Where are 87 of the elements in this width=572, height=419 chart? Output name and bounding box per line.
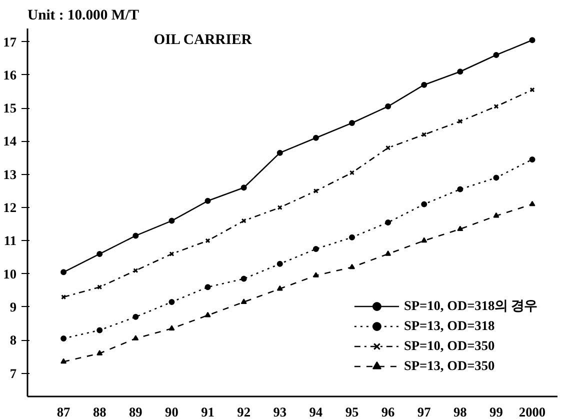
point [385, 250, 392, 256]
point [493, 212, 500, 218]
point [349, 170, 355, 176]
x-tick-label: 2000 [518, 404, 546, 419]
point [205, 238, 210, 244]
x-tick-label: 87 [56, 404, 71, 419]
point [529, 156, 536, 162]
point [60, 358, 67, 364]
point [348, 264, 355, 270]
point [132, 314, 139, 320]
point [421, 237, 428, 243]
legend-label: SP=13, OD=350 [404, 358, 495, 374]
y-tick-label: 11 [4, 233, 16, 248]
point [348, 120, 355, 126]
x-tick-label: 90 [165, 404, 179, 419]
point [168, 218, 175, 224]
point [204, 198, 211, 204]
point [169, 251, 174, 256]
x-tick-label: 93 [273, 404, 287, 419]
point [240, 298, 247, 304]
x-tick-label: 98 [453, 404, 468, 419]
point [97, 284, 102, 290]
point [60, 335, 67, 342]
point [204, 312, 211, 318]
point [457, 68, 464, 75]
point [530, 87, 535, 92]
point [96, 350, 103, 356]
point [421, 82, 428, 88]
point [168, 325, 175, 330]
y-tick-label: 15 [3, 100, 17, 116]
y-tick-label: 16 [3, 67, 17, 82]
x-tick-label: 89 [129, 404, 143, 419]
text: Unit : 10.000 M/T [28, 8, 140, 24]
point [422, 132, 427, 138]
point [494, 104, 499, 109]
y-tick-label: 13 [3, 166, 17, 182]
point [277, 205, 282, 210]
y-tick-label: 7 [10, 366, 17, 381]
point [132, 335, 139, 340]
point [385, 103, 392, 110]
y-tick-label: 10 [3, 266, 17, 282]
point [421, 201, 428, 208]
x-tick-label: 97 [417, 404, 432, 419]
x-tick-label: 95 [345, 404, 359, 419]
point [457, 226, 464, 232]
point [457, 186, 464, 192]
point [276, 260, 283, 267]
y-tick-label: 14 [3, 134, 17, 149]
y-tick-label: 12 [3, 200, 17, 216]
point [60, 269, 67, 276]
point [312, 134, 319, 141]
legend-label: SP=10, OD=350 [404, 338, 495, 354]
point [96, 250, 103, 257]
point [312, 246, 319, 252]
legend-label: SP=13, OD=318 [404, 318, 495, 334]
point [313, 188, 318, 194]
point [240, 276, 247, 282]
y-tick-label: 9 [10, 299, 17, 314]
x-tick-label: 88 [92, 404, 107, 419]
x-tick-label: 96 [381, 404, 396, 419]
x-tick-label: 91 [201, 404, 214, 419]
x-tick-label: 94 [309, 404, 323, 419]
point [529, 200, 536, 206]
point [133, 268, 138, 274]
point [241, 218, 246, 224]
point [204, 284, 211, 290]
y-tick-label: 17 [3, 34, 17, 50]
legend-label: SP=10, OD=318의 경우 [404, 297, 537, 315]
point [458, 118, 463, 124]
point [132, 232, 139, 239]
y-tick-label: 8 [10, 332, 17, 348]
point [276, 150, 283, 156]
point [529, 37, 536, 44]
chart-title: OIL CARRIER [154, 32, 252, 48]
point [168, 299, 175, 306]
point [276, 285, 283, 291]
point [312, 272, 319, 278]
x-tick-label: 99 [490, 404, 504, 419]
point [240, 184, 247, 191]
point [493, 52, 500, 58]
point [348, 234, 355, 240]
point [96, 327, 103, 334]
point [385, 219, 392, 226]
x-tick-label: 92 [237, 404, 251, 419]
point [493, 174, 500, 181]
point [386, 145, 391, 150]
point [61, 294, 66, 300]
